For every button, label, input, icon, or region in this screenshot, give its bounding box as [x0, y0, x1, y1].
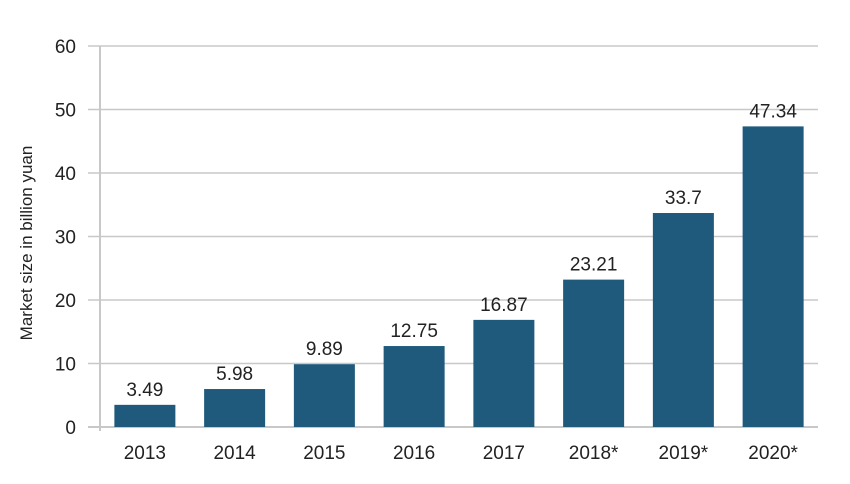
bar-2013	[114, 404, 176, 427]
x-tick-label: 2020*	[748, 443, 798, 464]
bar-2016	[383, 346, 445, 427]
bar-2015	[293, 364, 355, 427]
bar-2020*	[742, 126, 804, 428]
data-labels: 3.49 5.98 9.89 12.75 16.87 23.21 33.7 47.34	[126, 101, 797, 400]
y-tick-label: 20	[55, 291, 76, 312]
y-tick-label: 60	[55, 37, 76, 58]
data-label-2017: 16.87	[480, 295, 528, 316]
data-label-2019*: 33.7	[665, 188, 702, 209]
x-tick-label: 2016	[393, 443, 435, 464]
data-label-2020*: 47.34	[749, 101, 797, 122]
data-label-2016: 12.75	[390, 321, 438, 342]
x-axis-ticks: 2013 2014 2015 2016 2017 2018* 2019* 2020*	[124, 443, 799, 464]
data-label-2014: 5.98	[216, 364, 253, 385]
x-tick-label: 2017	[483, 443, 525, 464]
y-tick-label: 40	[55, 164, 76, 185]
x-tick-label: 2018*	[569, 443, 619, 464]
y-tick-label: 10	[55, 355, 76, 376]
bar-2014	[204, 389, 266, 427]
y-tick-label: 30	[55, 228, 76, 249]
y-tick-label: 0	[65, 418, 76, 439]
data-label-2013: 3.49	[126, 380, 163, 401]
x-tick-label: 2014	[213, 443, 256, 464]
y-axis-ticks: 0 10 20 30 40 50 60	[55, 37, 76, 439]
x-tick-label: 2013	[124, 443, 166, 464]
data-label-2018*: 23.21	[570, 255, 618, 276]
x-tick-label: 2019*	[659, 443, 709, 464]
bar-2017	[473, 319, 535, 427]
y-axis-title: Market size in billion yuan	[17, 146, 36, 341]
x-tick-label: 2015	[303, 443, 345, 464]
bars	[114, 126, 804, 428]
bar-2018*	[563, 279, 625, 427]
y-tick-label: 50	[55, 101, 76, 122]
data-label-2015: 9.89	[306, 339, 343, 360]
bar-2019*	[652, 213, 714, 427]
